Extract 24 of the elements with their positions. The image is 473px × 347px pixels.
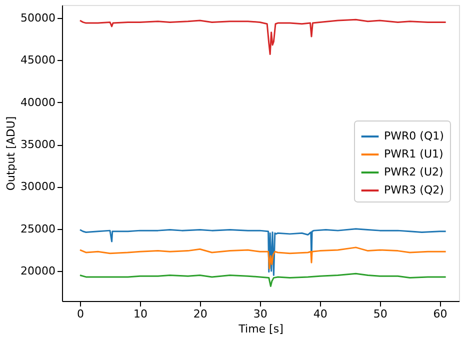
legend-label: PWR3 (Q2) — [384, 183, 444, 196]
y-tick-label: 30000 — [20, 180, 56, 194]
y-tick-label: 40000 — [20, 96, 56, 109]
x-tick-label: 40 — [313, 308, 328, 320]
line-series — [79, 18, 447, 56]
x-tick-label: 0 — [76, 308, 84, 320]
x-tick-label: 30 — [253, 308, 268, 320]
x-tick-label: 20 — [193, 308, 208, 320]
y-tick-label: 20000 — [20, 264, 56, 278]
line-series — [79, 228, 447, 276]
y-tick-label: 45000 — [20, 54, 56, 67]
x-axis-title: Time [s] — [238, 322, 284, 336]
line-series — [79, 272, 447, 287]
y-tick-label: 50000 — [20, 11, 56, 24]
legend-label: PWR1 (U1) — [384, 147, 444, 160]
x-tick-label: 50 — [373, 308, 388, 320]
line-series — [79, 246, 447, 270]
y-tick-label: 25000 — [20, 222, 56, 236]
legend-label: PWR0 (Q1) — [384, 129, 444, 142]
x-tick-label: 10 — [133, 308, 148, 320]
y-tick-label: 35000 — [20, 138, 56, 152]
legend-label: PWR2 (U2) — [384, 165, 444, 178]
x-tick-label: 60 — [433, 308, 448, 320]
y-axis-title: Output [ADU] — [4, 116, 18, 191]
